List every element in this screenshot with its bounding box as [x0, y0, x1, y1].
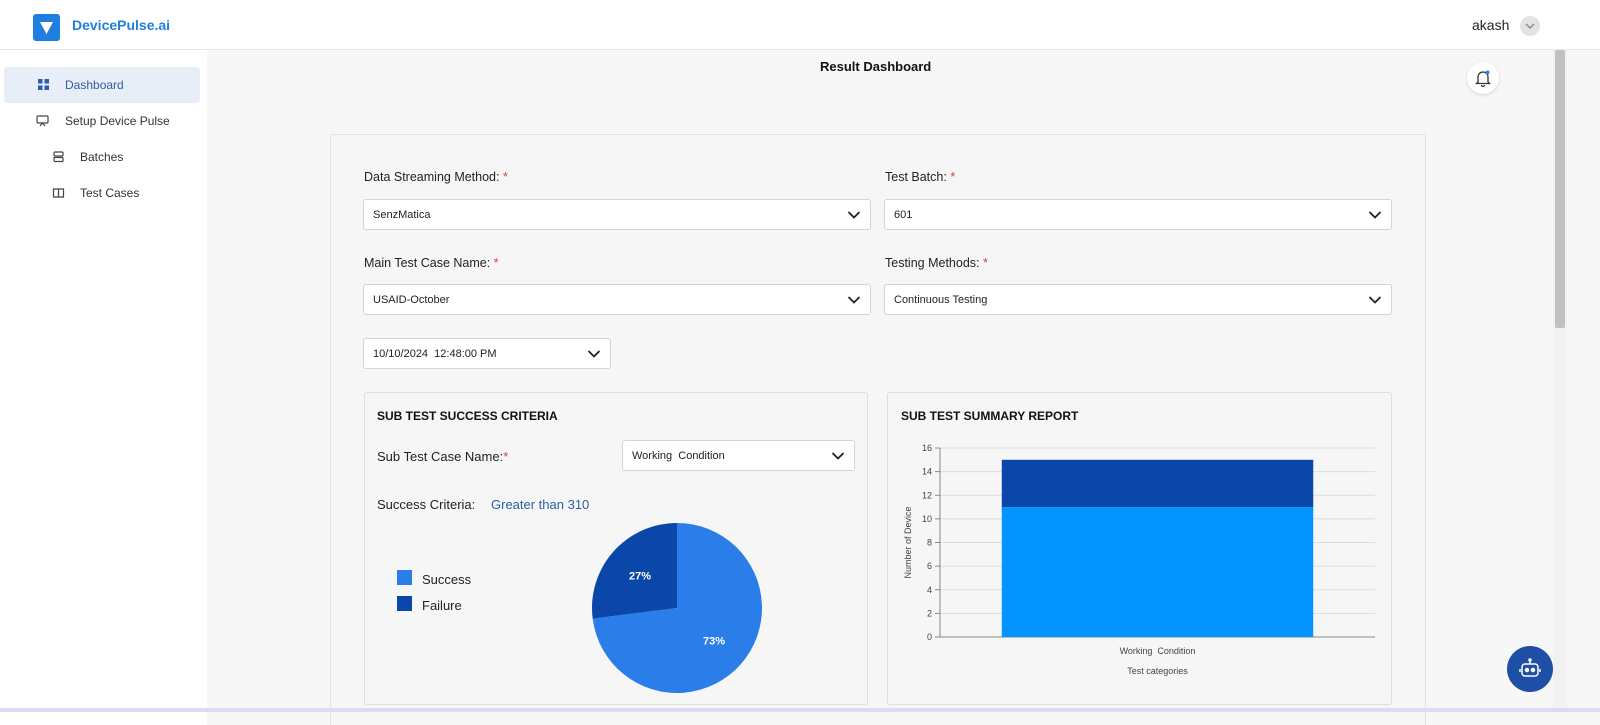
summary-bar-chart: 0 2 4 6 8 10 12 14 16 Working Condition Test categ…: [903, 443, 1375, 676]
sub-test-case-label: Sub Test Case Name:*: [377, 449, 509, 464]
sidebar-item-label: Test Cases: [80, 186, 140, 200]
bar-segment-1[interactable]: [1001, 459, 1314, 508]
bottom-divider: [0, 708, 1600, 712]
legend-swatch-success: [397, 570, 412, 585]
datetime-value: 10/10/2024 12:48:00 PM: [373, 348, 497, 360]
sidebar: Dashboard Setup Device Pulse Batches Tes…: [0, 50, 207, 725]
sidebar-item-label: Batches: [80, 150, 124, 164]
page-title: Result Dashboard: [820, 59, 932, 74]
y-axis-title: Number of Device: [903, 506, 913, 578]
pie-slice-failure[interactable]: [592, 523, 677, 619]
page-scrollbar[interactable]: [1553, 50, 1567, 710]
success-criteria-value: Greater than 310: [491, 497, 590, 512]
sidebar-item-dashboard[interactable]: Dashboard: [4, 67, 200, 103]
y-tick-label: 6: [927, 561, 932, 571]
top-header: DevicePulse.ai akash: [0, 0, 1600, 50]
test-batch-label: Test Batch: *: [885, 170, 956, 184]
testing-methods-value: Continuous Testing: [894, 294, 988, 306]
y-tick-label: 4: [927, 585, 932, 595]
y-tick-label: 8: [927, 538, 932, 548]
legend-swatch-failure: [397, 596, 412, 611]
stack-icon: [52, 150, 65, 163]
sidebar-item-label: Setup Device Pulse: [65, 114, 170, 128]
pie-label-success: 73%: [703, 636, 725, 648]
grid-icon: [37, 78, 50, 91]
y-tick-label: 10: [922, 514, 932, 524]
success-pie-chart: 73% 27%: [592, 523, 762, 693]
chevron-down-icon: [1368, 211, 1382, 219]
main-test-case-select[interactable]: USAID-October: [363, 284, 871, 315]
chevron-down-icon: [847, 296, 861, 304]
notification-bell-icon[interactable]: [1467, 62, 1499, 94]
chevron-down-icon[interactable]: [1520, 16, 1540, 36]
sidebar-item-batches[interactable]: Batches: [4, 139, 200, 175]
pie-slice-success[interactable]: [592, 523, 762, 693]
datetime-select[interactable]: 10/10/2024 12:48:00 PM: [363, 338, 611, 369]
success-criteria-title: SUB TEST SUCCESS CRITERIA: [377, 409, 558, 423]
y-tick-label: 2: [927, 608, 932, 618]
y-tick-label: 14: [922, 467, 932, 477]
book-icon: [52, 186, 65, 199]
brand-name[interactable]: DevicePulse.ai: [72, 17, 171, 33]
chevron-down-icon: [847, 211, 861, 219]
x-axis-title: Test categories: [1127, 666, 1188, 676]
testing-methods-select[interactable]: Continuous Testing: [884, 284, 1392, 315]
summary-report-title: SUB TEST SUMMARY REPORT: [901, 409, 1079, 423]
chevron-down-icon: [1368, 296, 1382, 304]
streaming-method-select[interactable]: SenzMatica: [363, 199, 871, 230]
y-tick-label: 0: [927, 632, 932, 642]
y-tick-label: 12: [922, 490, 932, 500]
sidebar-item-setup-device-pulse[interactable]: Setup Device Pulse: [4, 103, 200, 139]
sidebar-item-label: Dashboard: [65, 78, 124, 92]
chevron-down-icon: [831, 452, 845, 460]
main-test-case-value: USAID-October: [373, 294, 450, 306]
y-tick-label: 16: [922, 443, 932, 453]
testing-methods-label: Testing Methods: *: [885, 256, 988, 270]
streaming-method-label: Data Streaming Method: *: [364, 170, 508, 184]
brand-logo-icon[interactable]: [33, 14, 60, 41]
scrollbar-thumb[interactable]: [1555, 50, 1565, 328]
x-tick-label: Working Condition: [1120, 646, 1196, 656]
user-name[interactable]: akash: [1472, 17, 1510, 33]
test-batch-select[interactable]: 601: [884, 199, 1392, 230]
sidebar-item-test-cases[interactable]: Test Cases: [4, 175, 200, 211]
main-test-case-label: Main Test Case Name: *: [364, 256, 499, 270]
sub-test-case-select[interactable]: Working Condition: [622, 440, 855, 471]
chatbot-robot-icon[interactable]: [1507, 646, 1553, 692]
streaming-method-value: SenzMatica: [373, 209, 431, 221]
bar-segment-0[interactable]: [1001, 507, 1314, 637]
test-batch-value: 601: [894, 209, 913, 221]
legend-label-failure: Failure: [422, 598, 462, 613]
monitor-icon: [36, 114, 49, 127]
legend-label-success: Success: [422, 572, 472, 587]
success-criteria-label: Success Criteria:: [377, 497, 476, 512]
chevron-down-icon: [587, 350, 601, 358]
sub-test-case-value: Working Condition: [632, 450, 725, 462]
pie-label-failure: 27%: [629, 570, 651, 582]
